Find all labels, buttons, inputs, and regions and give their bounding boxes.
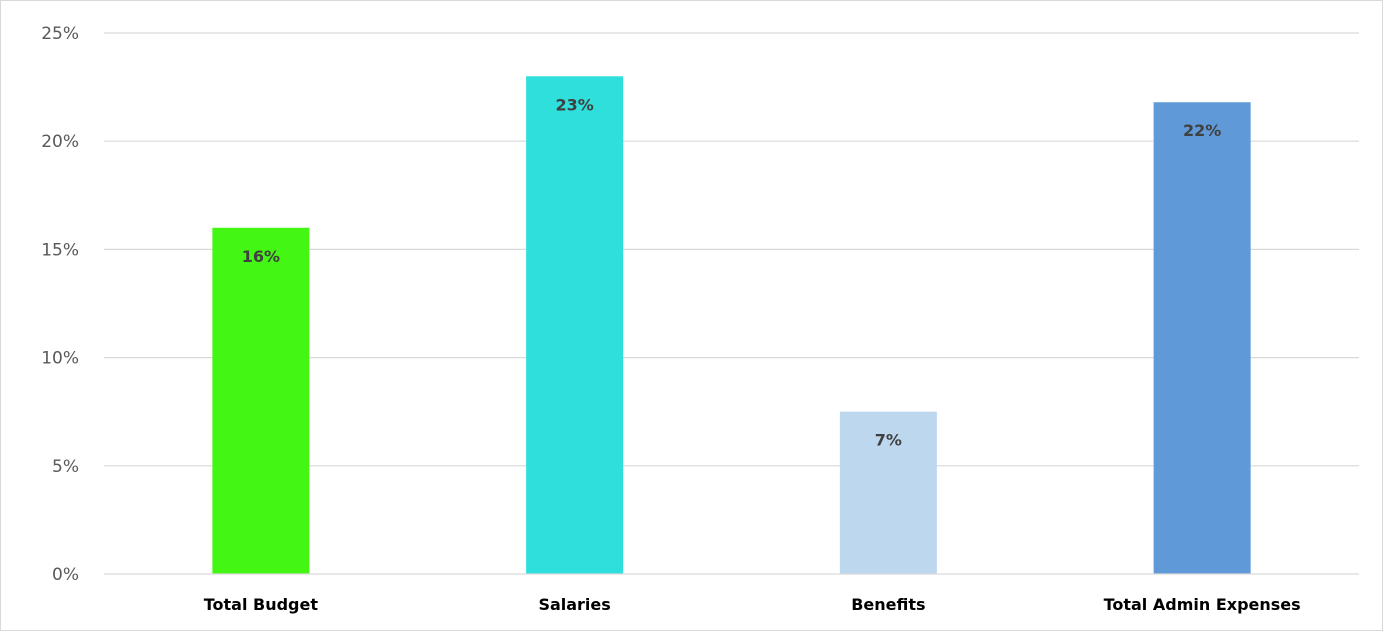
y-tick-label: 0%	[52, 565, 79, 585]
bar	[1153, 102, 1251, 575]
data-labels: 16% 23% 7% 22%	[242, 95, 1222, 449]
y-tick-label: 5%	[52, 457, 79, 477]
y-tick-label: 10%	[41, 349, 79, 369]
bar	[526, 76, 624, 574]
category-label: Salaries	[538, 595, 610, 614]
y-tick-label: 25%	[41, 24, 79, 44]
data-label: 23%	[555, 95, 593, 114]
category-labels: Total Budget Salaries Benefits Total Admin …	[204, 595, 1301, 614]
category-label: Total Budget	[204, 595, 319, 614]
bar	[839, 411, 937, 574]
data-label: 22%	[1183, 121, 1221, 140]
y-axis-tick-labels: 0% 5% 10% 15% 20% 25%	[41, 24, 79, 585]
category-label: Benefits	[851, 595, 925, 614]
data-label: 7%	[875, 431, 902, 450]
y-tick-label: 15%	[41, 240, 79, 260]
y-tick-label: 20%	[41, 132, 79, 152]
category-label: Total Admin Expenses	[1104, 595, 1301, 614]
data-label: 16%	[242, 247, 280, 266]
bars	[212, 76, 1251, 575]
bar	[212, 227, 310, 574]
gridlines	[104, 32, 1359, 467]
